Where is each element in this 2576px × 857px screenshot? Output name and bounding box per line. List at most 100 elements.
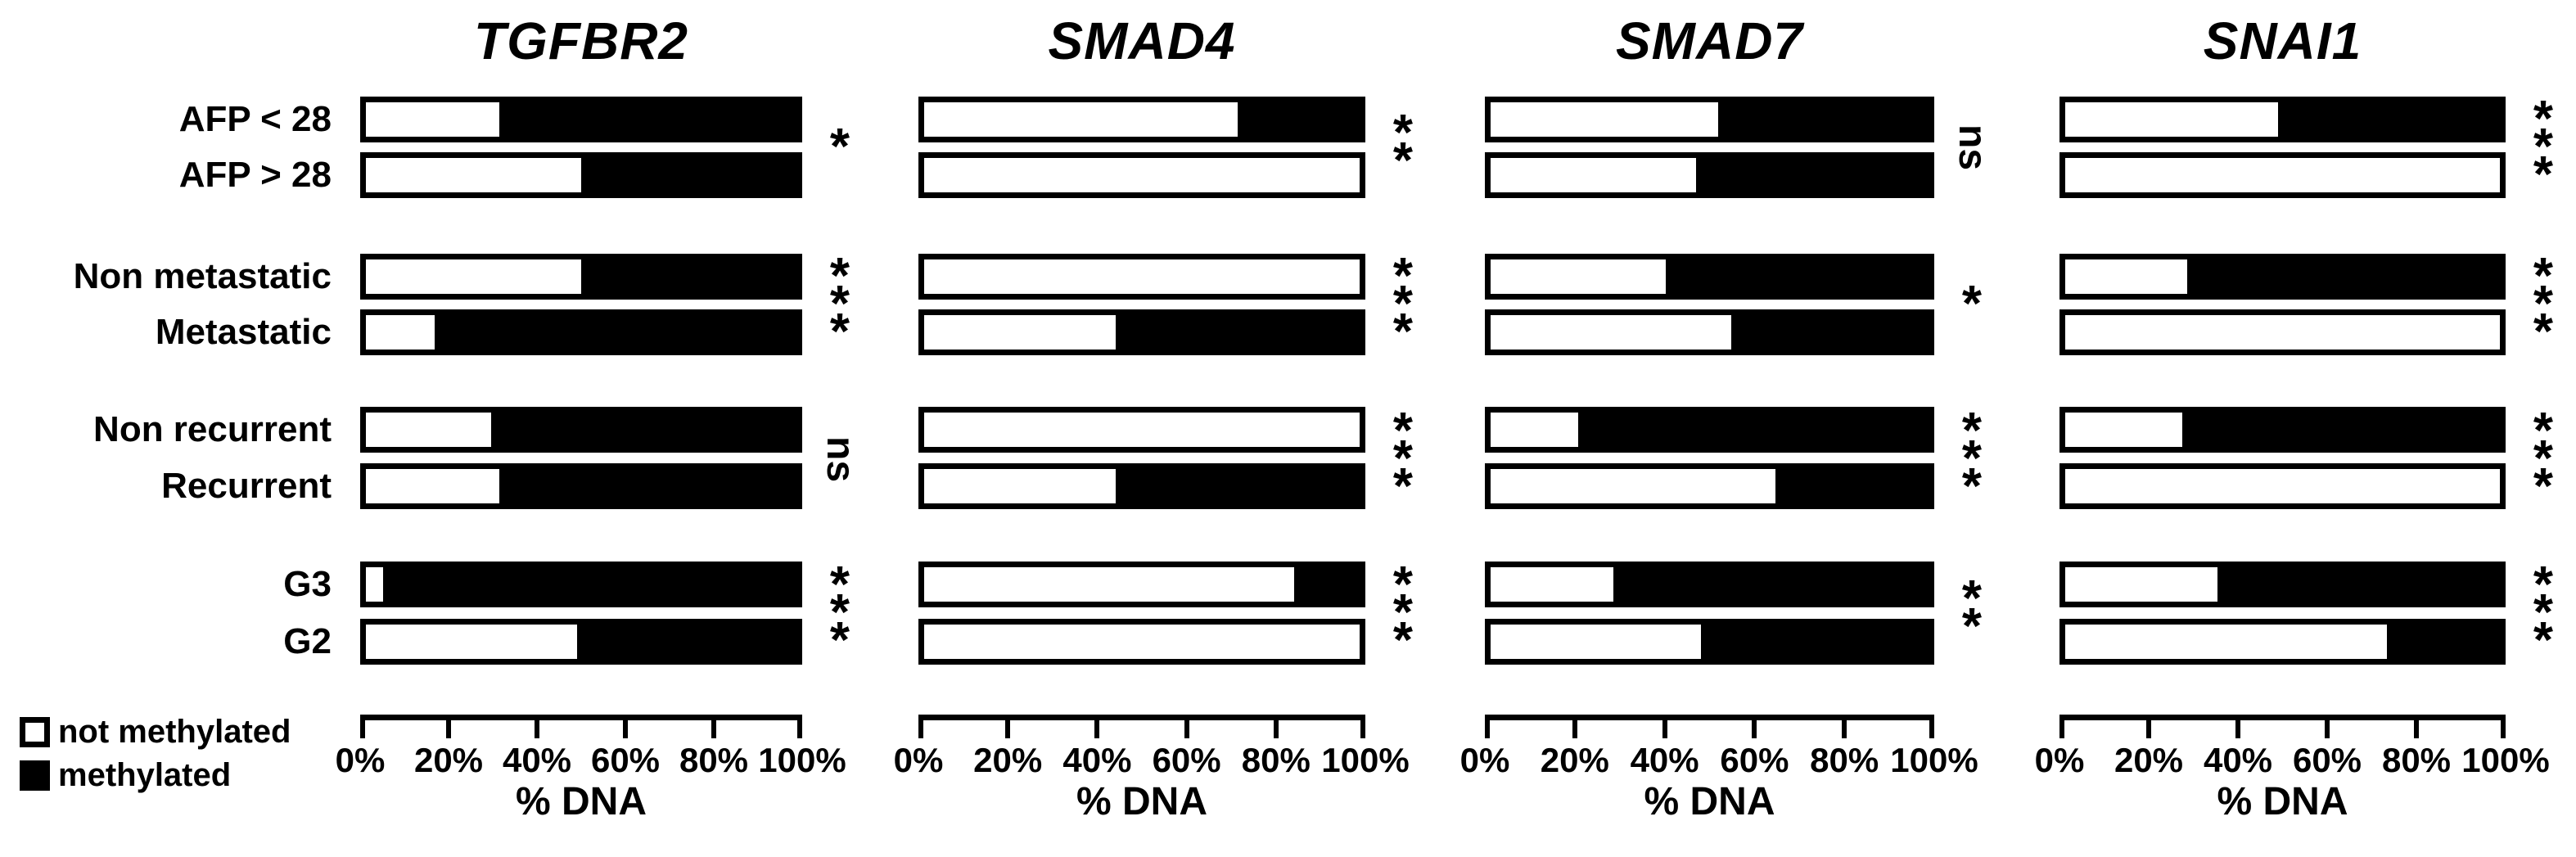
x-axis-title-snai1: % DNA xyxy=(2217,780,2348,823)
bar-snai1-recurrent xyxy=(2059,463,2506,509)
x-axis-tick-40 xyxy=(1094,715,1100,738)
bar-fill-not-methylated xyxy=(2065,469,2500,503)
bar-tgfbr2-metastatic xyxy=(360,309,802,355)
x-axis-title-tgfbr2: % DNA xyxy=(515,780,647,823)
bar-snai1-afp-28 xyxy=(2059,152,2506,198)
bar-smad7-non-recurrent xyxy=(1485,407,1934,453)
legend-label-not-methylated: not methylated xyxy=(58,714,291,750)
x-axis-tick-label-60: 60% xyxy=(1152,741,1221,779)
bar-fill-not-methylated xyxy=(366,315,435,350)
x-axis-tick-80 xyxy=(711,715,716,738)
bar-fill-not-methylated xyxy=(924,158,1360,192)
x-axis-tick-60 xyxy=(2325,715,2330,738)
x-axis-line-tgfbr2 xyxy=(360,715,802,720)
bar-fill-not-methylated xyxy=(366,413,491,447)
significance-tgfbr2-pair2: * * * xyxy=(829,248,850,360)
bar-fill-not-methylated xyxy=(366,259,581,294)
bar-fill-not-methylated xyxy=(1491,469,1775,503)
bar-fill-not-methylated xyxy=(2065,102,2279,137)
x-axis-tick-label-100: 100% xyxy=(1321,741,1410,779)
bar-tgfbr2-afp-28 xyxy=(360,152,802,198)
x-axis-tick-60 xyxy=(1184,715,1189,738)
x-axis-title-smad7: % DNA xyxy=(1644,780,1775,823)
x-axis-tick-80 xyxy=(2414,715,2419,738)
x-axis-tick-label-60: 60% xyxy=(2292,741,2362,779)
bar-smad4-g2 xyxy=(918,619,1365,665)
x-axis-tick-100 xyxy=(1929,715,1934,738)
significance-snai1-pair4: * * * xyxy=(2533,557,2554,669)
bar-snai1-afp-28 xyxy=(2059,97,2506,142)
x-axis-tick-label-0: 0% xyxy=(893,741,944,779)
bar-fill-not-methylated xyxy=(2065,625,2387,659)
bar-fill-not-methylated xyxy=(1491,158,1697,192)
bar-fill-not-methylated xyxy=(1491,625,1701,659)
bar-fill-not-methylated xyxy=(924,102,1238,137)
significance-smad7-pair3: * * * xyxy=(1961,403,1983,515)
bar-snai1-non-recurrent xyxy=(2059,407,2506,453)
row-label-g3: G3 xyxy=(283,564,332,604)
x-axis-tick-20 xyxy=(1005,715,1011,738)
x-axis-tick-100 xyxy=(2501,715,2506,738)
bar-fill-not-methylated xyxy=(1491,315,1732,350)
x-axis-tick-label-100: 100% xyxy=(2461,741,2550,779)
x-axis-tick-label-100: 100% xyxy=(1890,741,1978,779)
row-label-metastatic: Metastatic xyxy=(155,312,332,352)
x-axis-tick-label-40: 40% xyxy=(1630,741,1699,779)
significance-smad7-pair1: ns xyxy=(1939,111,2005,184)
bar-fill-not-methylated xyxy=(924,469,1117,503)
bar-tgfbr2-g2 xyxy=(360,619,802,665)
row-label-afp-28: AFP < 28 xyxy=(178,99,332,139)
legend-item-methylated: methylated xyxy=(20,759,231,792)
bar-smad4-non-metastatic xyxy=(918,254,1365,300)
row-label-afp-28: AFP > 28 xyxy=(178,155,332,195)
bar-smad7-recurrent xyxy=(1485,463,1934,509)
x-axis-tick-label-40: 40% xyxy=(2203,741,2273,779)
bar-fill-not-methylated xyxy=(2065,315,2500,350)
row-label-g2: G2 xyxy=(283,621,332,661)
bar-tgfbr2-g3 xyxy=(360,562,802,607)
legend-label-methylated: methylated xyxy=(58,757,232,793)
significance-tgfbr2-pair4: * * * xyxy=(829,557,850,669)
bar-tgfbr2-afp-28 xyxy=(360,97,802,142)
x-axis-tick-40 xyxy=(1662,715,1667,738)
legend-swatch-methylated-icon xyxy=(20,760,50,791)
x-axis-tick-label-20: 20% xyxy=(973,741,1043,779)
bar-smad7-metastatic xyxy=(1485,309,1934,355)
bar-fill-not-methylated xyxy=(2065,259,2187,294)
significance-smad7-pair2: * xyxy=(1961,276,1983,332)
bar-fill-not-methylated xyxy=(2065,567,2217,602)
bar-smad4-metastatic xyxy=(918,309,1365,355)
significance-tgfbr2-pair1: * xyxy=(829,119,850,175)
x-axis-tick-label-40: 40% xyxy=(502,741,572,779)
row-label-non-recurrent: Non recurrent xyxy=(93,409,332,449)
x-axis-line-smad7 xyxy=(1485,715,1934,720)
significance-snai1-pair3: * * * xyxy=(2533,403,2554,515)
bar-fill-not-methylated xyxy=(366,625,577,659)
significance-smad7-pair4: * * xyxy=(1961,571,1983,655)
bar-smad4-afp-28 xyxy=(918,152,1365,198)
x-axis-tick-label-80: 80% xyxy=(2381,741,2452,779)
significance-smad4-pair1: * * xyxy=(1392,105,1414,189)
bar-smad7-afp-28 xyxy=(1485,152,1934,198)
x-axis-tick-label-60: 60% xyxy=(1720,741,1789,779)
x-axis-tick-0 xyxy=(1485,715,1490,738)
significance-snai1-pair2: * * * xyxy=(2533,248,2554,360)
panel-title-tgfbr2: TGFBR2 xyxy=(474,11,688,70)
bar-fill-not-methylated xyxy=(366,469,500,503)
bar-fill-not-methylated xyxy=(2065,413,2183,447)
x-axis-tick-0 xyxy=(918,715,923,738)
bar-smad7-g2 xyxy=(1485,619,1934,665)
bar-fill-not-methylated xyxy=(924,625,1360,659)
bar-fill-not-methylated xyxy=(1491,102,1719,137)
legend-swatch-not-methylated-icon xyxy=(20,716,50,747)
panel-title-smad4: SMAD4 xyxy=(1048,11,1236,70)
x-axis-tick-80 xyxy=(1273,715,1279,738)
bar-fill-not-methylated xyxy=(2065,158,2500,192)
significance-smad4-pair2: * * * xyxy=(1392,248,1414,360)
bar-fill-not-methylated xyxy=(924,567,1295,602)
bar-tgfbr2-non-metastatic xyxy=(360,254,802,300)
significance-smad4-pair4: * * * xyxy=(1392,557,1414,669)
bar-fill-not-methylated xyxy=(924,413,1360,447)
x-axis-tick-label-60: 60% xyxy=(590,741,661,779)
